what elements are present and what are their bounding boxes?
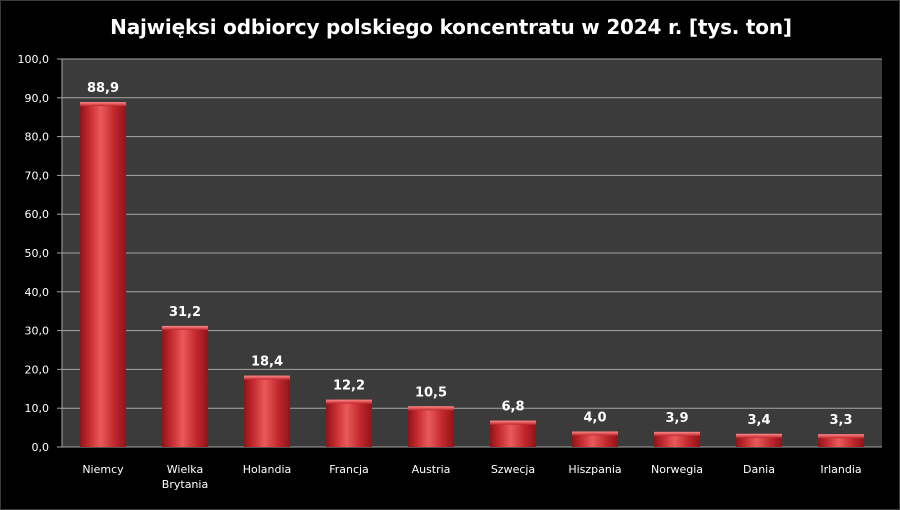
data-label: 10,5 [415, 385, 447, 400]
data-label: 88,9 [87, 81, 119, 96]
data-label: 6,8 [501, 400, 524, 415]
data-label: 18,4 [251, 355, 283, 370]
y-tick-label: 50,0 [25, 247, 50, 260]
x-tick-label: Austria [412, 463, 451, 476]
bar [162, 325, 208, 447]
x-tick-label: Brytania [162, 478, 208, 491]
bar-cap [326, 399, 372, 404]
x-tick-label: Dania [743, 463, 775, 476]
x-tick-label: Hiszpania [568, 463, 621, 476]
x-tick-label: Niemcy [82, 463, 124, 476]
bar-cap [408, 406, 454, 411]
y-tick-label: 0,0 [32, 441, 50, 454]
bar [326, 399, 372, 447]
x-tick-label: Irlandia [820, 463, 861, 476]
bar-cap [654, 431, 700, 436]
bar-cap [490, 420, 536, 425]
y-tick-label: 80,0 [25, 131, 50, 144]
y-tick-label: 10,0 [25, 402, 50, 415]
bar [80, 102, 126, 448]
y-tick-label: 30,0 [25, 325, 50, 338]
data-label: 4,0 [583, 410, 606, 425]
data-label: 12,2 [333, 379, 365, 394]
x-tick-label: Francja [329, 463, 369, 476]
data-label: 3,3 [829, 413, 852, 428]
bar [490, 420, 536, 447]
x-tick-label: Szwecja [491, 463, 535, 476]
y-tick-label: 60,0 [25, 208, 50, 221]
bar-cap [244, 375, 290, 380]
y-tick-label: 70,0 [25, 169, 50, 182]
bar-cap [162, 325, 208, 330]
data-label: 31,2 [169, 305, 201, 320]
x-tick-label: Holandia [243, 463, 292, 476]
x-tick-label: Norwegia [651, 463, 703, 476]
bar [408, 406, 454, 447]
data-label: 3,9 [665, 411, 688, 426]
y-tick-label: 20,0 [25, 363, 50, 376]
bar-cap [736, 433, 782, 438]
chart-title: Najwięksi odbiorcy polskiego koncentratu… [110, 15, 792, 39]
x-tick-label: Wielka [167, 463, 203, 476]
y-tick-label: 40,0 [25, 286, 50, 299]
bar-cap [818, 434, 864, 439]
bar [244, 375, 290, 447]
y-tick-label: 90,0 [25, 92, 50, 105]
bar-cap [80, 102, 126, 107]
data-label: 3,4 [747, 413, 770, 428]
y-tick-label: 100,0 [18, 53, 50, 66]
bar-cap [572, 431, 618, 436]
